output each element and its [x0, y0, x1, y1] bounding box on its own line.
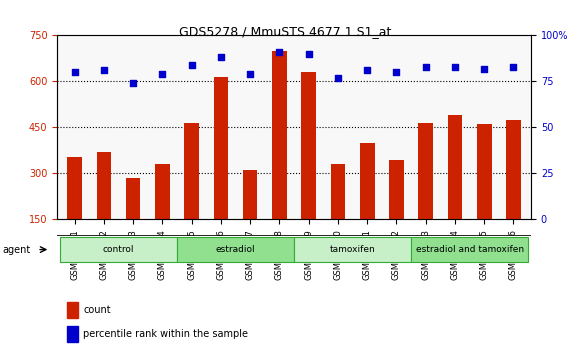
- FancyBboxPatch shape: [177, 237, 294, 262]
- Point: [421, 64, 431, 69]
- Bar: [96, 152, 111, 266]
- Text: estradiol and tamoxifen: estradiol and tamoxifen: [416, 245, 524, 254]
- Bar: [155, 164, 170, 266]
- Point: [392, 69, 401, 75]
- Text: percentile rank within the sample: percentile rank within the sample: [83, 329, 248, 339]
- Text: estradiol: estradiol: [216, 245, 255, 254]
- Point: [275, 49, 284, 55]
- Point: [216, 55, 226, 60]
- Bar: [419, 123, 433, 266]
- Bar: [477, 124, 492, 266]
- FancyBboxPatch shape: [411, 237, 528, 262]
- Text: control: control: [103, 245, 134, 254]
- Bar: [301, 72, 316, 266]
- Point: [158, 71, 167, 77]
- Point: [187, 62, 196, 68]
- Point: [128, 80, 138, 86]
- Bar: [389, 160, 404, 266]
- Point: [70, 69, 79, 75]
- FancyBboxPatch shape: [60, 237, 177, 262]
- Bar: [184, 123, 199, 266]
- Point: [99, 68, 108, 73]
- Text: GDS5278 / MmuSTS.4677.1.S1_at: GDS5278 / MmuSTS.4677.1.S1_at: [179, 25, 392, 38]
- Bar: [448, 115, 463, 266]
- FancyBboxPatch shape: [294, 237, 411, 262]
- Bar: [67, 156, 82, 266]
- Bar: [272, 51, 287, 266]
- Point: [304, 51, 313, 57]
- Point: [363, 68, 372, 73]
- Point: [333, 75, 343, 81]
- Bar: [67, 302, 78, 318]
- Point: [480, 66, 489, 72]
- Bar: [243, 170, 258, 266]
- Point: [246, 71, 255, 77]
- Point: [509, 64, 518, 69]
- Bar: [506, 120, 521, 266]
- Text: agent: agent: [3, 245, 31, 255]
- Bar: [126, 178, 140, 266]
- Bar: [360, 143, 375, 266]
- Bar: [214, 77, 228, 266]
- Point: [451, 64, 460, 69]
- Text: count: count: [83, 305, 111, 315]
- Bar: [67, 326, 78, 342]
- Text: tamoxifen: tamoxifen: [329, 245, 376, 254]
- Bar: [331, 164, 345, 266]
